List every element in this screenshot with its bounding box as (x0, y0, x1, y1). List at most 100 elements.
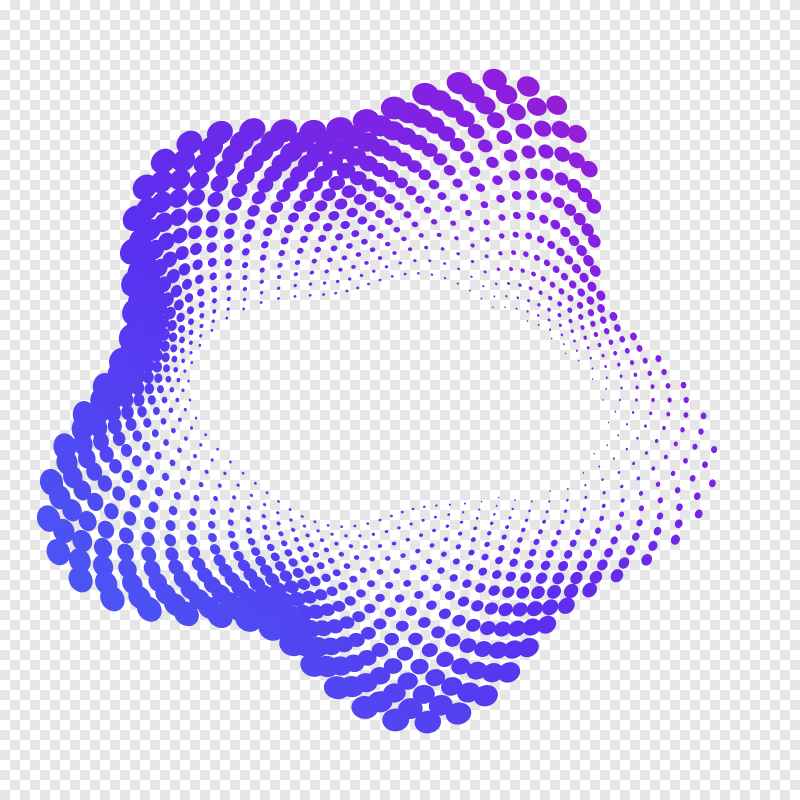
halftone-dot (311, 258, 317, 264)
halftone-dot (460, 151, 474, 164)
halftone-dot (554, 172, 569, 186)
halftone-dot (549, 490, 552, 492)
halftone-dot (673, 441, 678, 447)
halftone-dot (143, 418, 152, 428)
halftone-dot (169, 168, 191, 190)
halftone-dot (656, 512, 664, 520)
halftone-dot (241, 261, 249, 269)
halftone-dot (644, 451, 648, 455)
halftone-dot (314, 589, 328, 601)
halftone-dot (351, 230, 360, 238)
halftone-dot (468, 166, 481, 177)
halftone-dot (601, 503, 606, 508)
halftone-dot (493, 295, 496, 298)
halftone-dot (432, 583, 442, 592)
halftone-dot (599, 316, 607, 324)
halftone-dot (366, 522, 370, 525)
halftone-dot (615, 524, 622, 531)
halftone-dot (533, 254, 540, 261)
halftone-dot (508, 620, 526, 637)
halftone-dot (217, 483, 222, 488)
halftone-dot (514, 499, 516, 501)
halftone-dot (443, 165, 456, 176)
halftone-dot (619, 335, 626, 343)
halftone-dot (179, 336, 185, 344)
halftone-dot (459, 520, 464, 524)
halftone-dot (170, 284, 183, 298)
halftone-dot (526, 97, 547, 116)
halftone-dot (572, 263, 581, 274)
halftone-dot (164, 534, 177, 547)
halftone-dot (521, 145, 536, 159)
halftone-dot (653, 526, 662, 536)
halftone-dot (293, 283, 297, 288)
halftone-dot (362, 178, 377, 192)
halftone-dot (632, 532, 640, 541)
halftone-dot (334, 198, 348, 210)
halftone-dot (495, 504, 498, 507)
halftone-dot (231, 182, 248, 198)
halftone-dot (206, 242, 217, 253)
halftone-dot (541, 599, 559, 616)
halftone-dot (540, 276, 546, 282)
halftone-dot (154, 451, 162, 460)
halftone-dot (197, 288, 205, 297)
halftone-dot (198, 343, 202, 347)
halftone-dot (520, 572, 532, 583)
halftone-dot (620, 484, 624, 489)
halftone-dot (692, 443, 698, 450)
halftone-dot (568, 152, 585, 169)
halftone-dot (210, 458, 214, 462)
halftone-dot (515, 307, 518, 310)
halftone-dot (549, 328, 552, 331)
halftone-dot (319, 538, 325, 543)
halftone-dot (680, 381, 687, 389)
halftone-dot (321, 573, 331, 582)
halftone-dot (210, 328, 214, 332)
halftone-dot (480, 201, 489, 209)
halftone-dot (356, 286, 360, 290)
halftone-dot (630, 332, 637, 341)
halftone-dot (503, 149, 518, 162)
halftone-dot (118, 324, 143, 351)
halftone-dot (466, 661, 488, 680)
halftone-dot (343, 563, 351, 570)
halftone-dot (376, 233, 384, 239)
halftone-dot (578, 313, 584, 320)
halftone-dot (446, 72, 473, 95)
halftone-dot (556, 529, 562, 536)
halftone-dot (141, 546, 157, 563)
halftone-dot (400, 510, 404, 514)
halftone-dot (461, 511, 465, 514)
halftone-dot (313, 520, 317, 524)
halftone-dot (528, 509, 531, 513)
halftone-dot (624, 347, 630, 354)
halftone-dot (260, 564, 273, 577)
halftone-dot (213, 554, 226, 567)
halftone-dot (447, 513, 451, 516)
halftone-dot (526, 310, 529, 313)
halftone-dot (177, 447, 182, 453)
halftone-dot (249, 493, 254, 498)
halftone-dot (591, 367, 594, 370)
halftone-dot (471, 600, 484, 612)
halftone-dot (340, 525, 344, 528)
halftone-dot (553, 196, 565, 209)
halftone-dot (284, 549, 293, 557)
halftone-dot (700, 412, 707, 420)
halftone-dot (270, 552, 280, 562)
halftone-dot (355, 252, 362, 257)
halftone-dot (445, 702, 472, 725)
halftone-dot (384, 265, 389, 269)
halftone-dot (371, 532, 376, 536)
halftone-dot (208, 521, 216, 529)
halftone-dot (199, 313, 205, 319)
halftone-dot (353, 193, 367, 205)
halftone-dot (526, 190, 538, 201)
halftone-dot (625, 423, 629, 426)
halftone-dot (332, 569, 341, 577)
halftone-dot (531, 585, 545, 600)
halftone-dot (577, 187, 593, 203)
halftone-dot (171, 355, 178, 363)
halftone-dot (391, 541, 397, 546)
